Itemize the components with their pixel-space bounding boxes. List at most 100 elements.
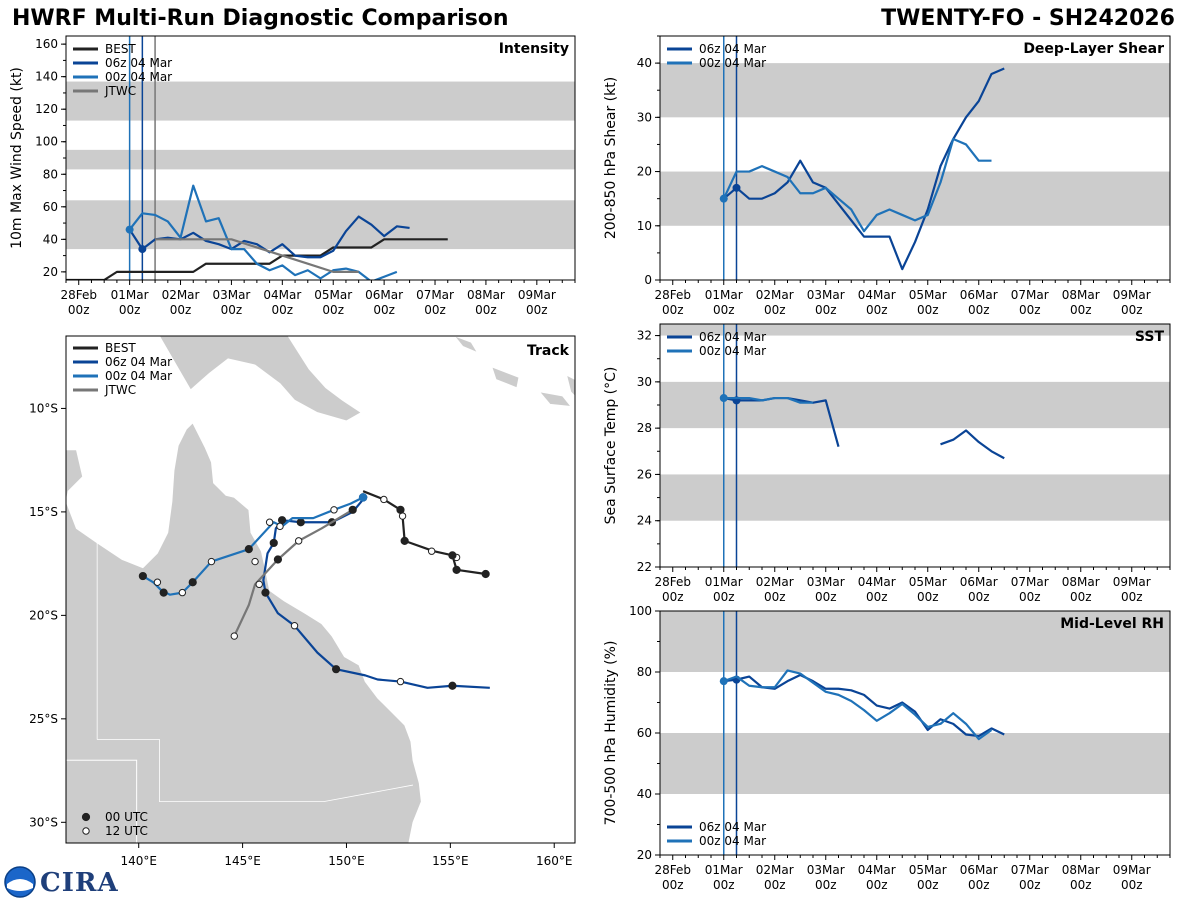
sst-xtick-hour: 00z xyxy=(713,590,735,604)
sst-ytick-label: 32 xyxy=(637,329,652,343)
intensity-run00z-line-0 xyxy=(128,184,398,280)
sst-xtick-day: 06Mar xyxy=(960,575,998,589)
intensity-ylabel: 10m Max Wind Speed (kt) xyxy=(9,67,25,249)
shear-run06z-line-0 xyxy=(723,67,1005,271)
rh-run00z-marker xyxy=(719,677,728,686)
rh-xtick-hour: 00z xyxy=(815,878,837,892)
intensity-series-run00z xyxy=(128,184,398,280)
shear-xtick-hour: 00z xyxy=(815,303,837,317)
track-jtwc-point xyxy=(294,537,303,545)
intensity-band-1 xyxy=(66,149,575,170)
shear-xtick-hour: 00z xyxy=(866,303,888,317)
shear-run00z-line-0 xyxy=(722,137,992,233)
rh-ytick-label: 60 xyxy=(637,726,652,740)
rh-title: Mid-Level RH xyxy=(1060,616,1164,632)
sst-xtick-hour: 00z xyxy=(866,590,888,604)
intensity-series-best xyxy=(66,238,448,280)
track-run00z-point xyxy=(265,518,274,526)
sst-panel: 22242628303228Feb00z01Mar00z02Mar00z03Ma… xyxy=(603,323,1171,604)
track-legend-label: 00z 04 Mar xyxy=(105,369,172,383)
rh-xtick-day: 02Mar xyxy=(756,863,794,877)
rh-xtick-hour: 00z xyxy=(968,878,990,892)
shear-series-run00z xyxy=(722,137,992,233)
sst-band-2 xyxy=(660,324,1170,336)
track-ytick-label: 25°S xyxy=(29,712,58,726)
rh-ytick-label: 40 xyxy=(637,787,652,801)
island-land xyxy=(566,374,575,397)
shear-run00z-marker xyxy=(719,194,728,203)
sst-xtick-hour: 00z xyxy=(1070,590,1092,604)
sst-xtick-day: 08Mar xyxy=(1062,575,1100,589)
shear-xtick-day: 05Mar xyxy=(909,288,947,302)
sst-xtick-day: 05Mar xyxy=(909,575,947,589)
storm-identifier: TWENTY-FO - SH242026 xyxy=(881,6,1175,31)
sst-run06z-line-1 xyxy=(940,429,1005,460)
island-land xyxy=(491,366,520,389)
rh-panel: 2040608010028Feb00z01Mar00z02Mar00z03Mar… xyxy=(603,604,1171,892)
rh-series-run06z xyxy=(723,673,1005,738)
sst-band-0 xyxy=(660,474,1170,521)
intensity-ytick-label: 40 xyxy=(43,232,58,246)
track-best-point xyxy=(452,565,461,574)
intensity-best-line-0 xyxy=(66,238,448,280)
track-xtick-label: 150°E xyxy=(328,854,365,868)
track-ytick-label: 15°S xyxy=(29,505,58,519)
track-jtwc-point xyxy=(251,557,259,566)
intensity-xtick-hour: 00z xyxy=(424,303,446,317)
shear-xtick-day: 28Feb xyxy=(654,288,691,302)
track-legend-label: 06z 04 Mar xyxy=(105,355,172,369)
intensity-xtick-hour: 00z xyxy=(322,303,344,317)
shear-xtick-day: 06Mar xyxy=(960,288,998,302)
track-jtwc-point xyxy=(273,555,283,564)
rh-xtick-hour: 00z xyxy=(713,878,735,892)
intensity-xtick-hour: 00z xyxy=(68,303,90,317)
new-guinea-land xyxy=(158,336,362,422)
sst-ytick-label: 24 xyxy=(637,514,652,528)
cira-logo: CIRA xyxy=(4,866,118,898)
shear-xtick-day: 08Mar xyxy=(1062,288,1100,302)
sst-xtick-day: 01Mar xyxy=(705,575,743,589)
sst-xtick-day: 04Mar xyxy=(858,575,896,589)
track-ytick-label: 30°S xyxy=(29,815,58,829)
track-best-point xyxy=(427,547,436,555)
sst-series-run00z xyxy=(723,396,813,404)
intensity-ytick-label: 20 xyxy=(43,265,58,279)
track-series-run06z xyxy=(261,493,490,690)
shear-band-0 xyxy=(660,171,1170,226)
rh-xtick-day: 01Mar xyxy=(705,863,743,877)
intensity-ytick-label: 120 xyxy=(35,102,58,116)
shear-xtick-hour: 00z xyxy=(662,303,684,317)
track-marker-legend-label: 00 UTC xyxy=(105,810,148,824)
shear-ytick-label: 30 xyxy=(637,110,652,124)
shear-run06z-marker xyxy=(732,183,741,192)
rh-xtick-hour: 00z xyxy=(764,878,786,892)
track-best-point xyxy=(380,495,388,504)
rh-xtick-day: 06Mar xyxy=(960,863,998,877)
shear-xtick-hour: 00z xyxy=(713,303,735,317)
track-run00z-point xyxy=(276,522,284,531)
shear-xtick-day: 09Mar xyxy=(1113,288,1151,302)
intensity-legend-label: BEST xyxy=(105,42,136,56)
sst-ylabel: Sea Surface Temp (°C) xyxy=(603,367,619,525)
intensity-legend-label: 06z 04 Mar xyxy=(105,56,172,70)
intensity-run00z-marker xyxy=(125,225,134,234)
intensity-xtick-day: 09Mar xyxy=(518,288,556,302)
state-border xyxy=(97,739,414,803)
sst-ytick-label: 30 xyxy=(637,375,652,389)
track-run06z-point xyxy=(269,538,278,548)
logo-text: CIRA xyxy=(40,868,119,898)
intensity-series-jtwc xyxy=(155,238,359,273)
sst-xtick-hour: 00z xyxy=(1019,590,1041,604)
intensity-xtick-hour: 00z xyxy=(170,303,192,317)
track-run00z-point xyxy=(159,588,168,597)
rh-xtick-hour: 00z xyxy=(866,878,888,892)
track-run06z-point xyxy=(448,681,457,690)
track-run00z-point xyxy=(188,578,197,587)
shear-ytick-label: 20 xyxy=(637,165,652,179)
intensity-ytick-label: 100 xyxy=(35,135,58,149)
sst-run00z-line-0 xyxy=(723,396,813,404)
intensity-xtick-day: 06Mar xyxy=(365,288,403,302)
rh-xtick-hour: 00z xyxy=(662,878,684,892)
